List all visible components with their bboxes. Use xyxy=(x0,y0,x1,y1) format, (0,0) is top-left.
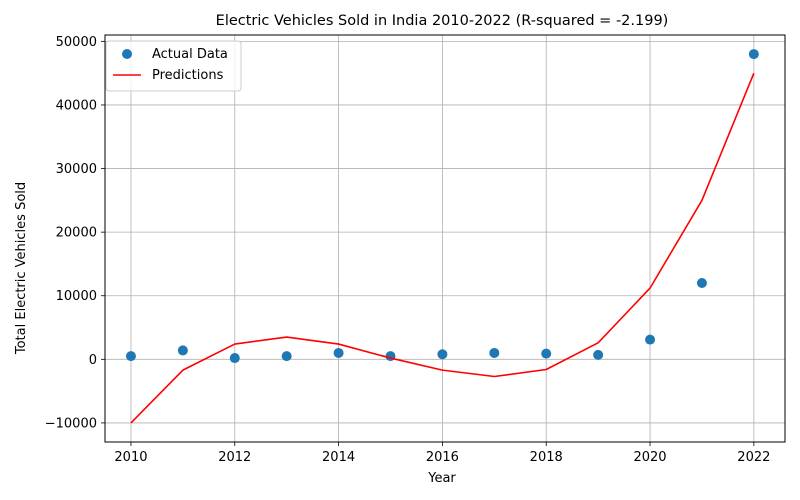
x-tick-label: 2020 xyxy=(633,450,666,465)
x-axis-label: Year xyxy=(427,471,456,486)
legend-label-predictions: Predictions xyxy=(152,68,224,83)
legend-label-actual: Actual Data xyxy=(152,47,228,62)
x-tick-label: 2010 xyxy=(114,450,147,465)
x-tick-label: 2012 xyxy=(218,450,251,465)
plot-frame xyxy=(104,34,786,443)
actual-data-point xyxy=(541,348,552,359)
y-tick-label: 10000 xyxy=(56,289,97,304)
actual-data-point xyxy=(229,353,240,364)
actual-data-point xyxy=(696,278,707,289)
grid xyxy=(105,35,785,442)
series-layer xyxy=(125,49,759,424)
actual-data-point xyxy=(748,49,759,60)
actual-data-point xyxy=(125,351,136,362)
x-tick-label: 2016 xyxy=(426,450,459,465)
y-tick-label: 40000 xyxy=(56,98,97,113)
y-tick-label: 20000 xyxy=(56,226,97,241)
x-tick-label: 2018 xyxy=(530,450,563,465)
actual-data-point xyxy=(177,345,188,356)
ticks: 2010 2012 2014 2016 2018 2020 2022 −10000 0 10000… xyxy=(45,35,771,465)
y-tick-label: 30000 xyxy=(56,162,97,177)
actual-data-point xyxy=(593,349,604,360)
x-tick-label: 2014 xyxy=(322,450,355,465)
x-tick-label: 2022 xyxy=(737,450,770,465)
predictions-line xyxy=(130,72,755,424)
y-tick-label: 0 xyxy=(89,353,97,368)
actual-data-point xyxy=(281,351,292,362)
actual-data-point xyxy=(645,334,656,345)
y-tick-label: 50000 xyxy=(56,35,97,50)
y-axis-label: Total Electric Vehicles Sold xyxy=(14,182,29,355)
actual-data-point xyxy=(333,347,344,358)
y-tick-label: −10000 xyxy=(45,416,97,431)
actual-data-point xyxy=(489,347,500,358)
actual-data-point xyxy=(437,349,448,360)
legend: Actual Data Predictions xyxy=(105,40,242,92)
legend-box xyxy=(105,40,242,92)
chart-title: Electric Vehicles Sold in India 2010-202… xyxy=(216,13,669,29)
legend-marker-actual xyxy=(122,49,132,59)
